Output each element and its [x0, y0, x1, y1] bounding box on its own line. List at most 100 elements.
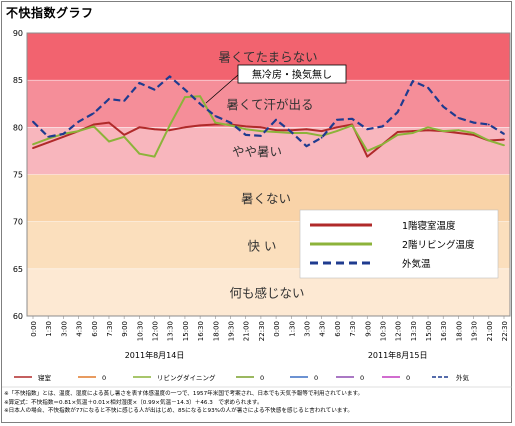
data-point-0-19	[320, 130, 323, 133]
x-tick-label-10: 15:00	[182, 321, 190, 341]
data-point-2-15	[260, 134, 262, 137]
data-point-2-7	[138, 82, 141, 84]
data-point-1-22	[366, 150, 369, 152]
data-point-1-10	[184, 96, 186, 99]
data-point-1-3	[77, 130, 80, 133]
data-point-1-30	[487, 139, 490, 142]
data-point-0-6	[123, 133, 126, 136]
data-point-0-28	[457, 132, 460, 134]
data-point-0-18	[305, 128, 308, 131]
y-tick-label-2: 70	[13, 218, 23, 227]
data-point-0-16	[275, 129, 277, 132]
data-point-0-0	[32, 147, 34, 149]
data-point-0-2	[62, 135, 65, 138]
band-label-3: 暑くない	[241, 191, 291, 206]
x-tick-label-22: 9:00	[364, 321, 372, 337]
data-point-0-11	[199, 124, 202, 127]
x-tick-label-17: 1:30	[288, 321, 296, 337]
data-point-2-16	[275, 118, 277, 121]
bottom-legend-label-2: リビングダイニング	[157, 373, 216, 382]
data-point-1-15	[260, 130, 262, 133]
data-point-0-15	[260, 126, 262, 129]
data-point-0-12	[214, 123, 217, 126]
data-point-1-13	[229, 124, 232, 127]
bottom-legend-label-3: 0	[260, 374, 264, 382]
x-tick-label-20: 6:00	[334, 321, 342, 337]
data-point-2-31	[503, 133, 505, 135]
annotation-text: 無冷房・換気無し	[252, 68, 332, 81]
data-point-1-14	[244, 128, 247, 131]
data-point-0-10	[184, 126, 186, 129]
x-tick-label-21: 7:30	[349, 321, 357, 337]
series-line-1	[32, 95, 505, 158]
x-tick-label-1: 1:30	[45, 321, 53, 337]
y-tick-label-5: 85	[13, 76, 23, 85]
data-point-1-0	[32, 143, 34, 146]
data-point-2-6	[123, 100, 126, 102]
data-point-0-14	[244, 125, 247, 128]
data-point-2-0	[32, 120, 34, 123]
data-point-2-5	[108, 98, 110, 100]
plot-area	[26, 32, 511, 317]
data-point-1-1	[47, 137, 50, 140]
data-point-0-29	[472, 133, 475, 136]
footnote-2: ※算定式：不快指数＝0.81×気温＋0.01×相対湿度×（0.99×気温－14.…	[4, 399, 263, 406]
data-point-1-21	[351, 124, 353, 127]
data-point-2-26	[427, 86, 429, 89]
data-point-1-27	[442, 130, 445, 133]
band-label-1: 暑くて汗が出る	[226, 97, 313, 112]
data-point-2-12	[214, 115, 217, 117]
data-point-1-29	[472, 132, 475, 134]
legend-label-2: 外気温	[402, 258, 431, 270]
chart-title: 不快指数グラフ	[6, 6, 94, 20]
data-point-2-23	[381, 125, 384, 128]
band-2	[27, 127, 510, 175]
annotation-box	[237, 64, 347, 84]
data-point-2-21	[351, 117, 353, 120]
data-point-2-2	[62, 133, 65, 135]
x-tick-label-7: 10:30	[136, 321, 144, 341]
data-point-2-10	[184, 88, 186, 91]
data-point-0-22	[366, 155, 369, 158]
data-point-0-20	[335, 126, 338, 129]
band-label-0: 暑くてたまらない	[218, 50, 317, 65]
x-tick-label-6: 9:00	[121, 321, 129, 337]
bottom-legend-label-4: 0	[314, 374, 318, 382]
data-point-2-3	[77, 120, 80, 123]
data-point-2-1	[47, 135, 50, 138]
x-tick-label-8: 12:00	[152, 321, 160, 341]
legend-label-1: 2階リビング温度	[402, 239, 475, 251]
data-point-2-11	[199, 102, 202, 105]
data-point-1-26	[427, 126, 429, 129]
data-point-1-19	[320, 134, 323, 137]
data-point-1-6	[123, 135, 126, 138]
data-point-1-12	[214, 121, 217, 124]
x-tick-label-14: 21:00	[243, 321, 251, 341]
band-label-2: やや暑い	[232, 144, 282, 159]
date-label-1: 2011年8月15日	[368, 350, 428, 360]
data-point-1-31	[503, 144, 505, 147]
data-point-1-23	[381, 143, 384, 146]
x-tick-label-31: 22:30	[501, 321, 509, 341]
x-tick-label-2: 3:00	[60, 321, 68, 337]
data-point-2-9	[168, 75, 171, 78]
x-tick-label-26: 15:00	[425, 321, 433, 341]
data-point-1-8	[153, 155, 156, 158]
y-tick-label-3: 75	[13, 171, 23, 180]
x-tick-label-29: 19:30	[471, 321, 479, 341]
x-tick-label-24: 12:00	[395, 321, 403, 341]
legend-label-0: 1階寝室温度	[402, 220, 456, 232]
bottom-legend-label-7: 外気	[456, 373, 470, 382]
data-point-2-18	[305, 145, 308, 148]
annotation-leader	[205, 74, 239, 104]
bottom-legend-label-1: 0	[102, 374, 106, 382]
data-point-1-9	[168, 124, 171, 127]
data-point-2-27	[442, 105, 445, 108]
data-point-0-4	[92, 123, 95, 126]
x-tick-label-27: 16:30	[440, 321, 448, 341]
data-point-1-18	[305, 132, 308, 134]
data-point-2-14	[244, 133, 247, 136]
data-point-1-28	[457, 129, 460, 132]
x-tick-label-18: 3:00	[303, 321, 311, 337]
